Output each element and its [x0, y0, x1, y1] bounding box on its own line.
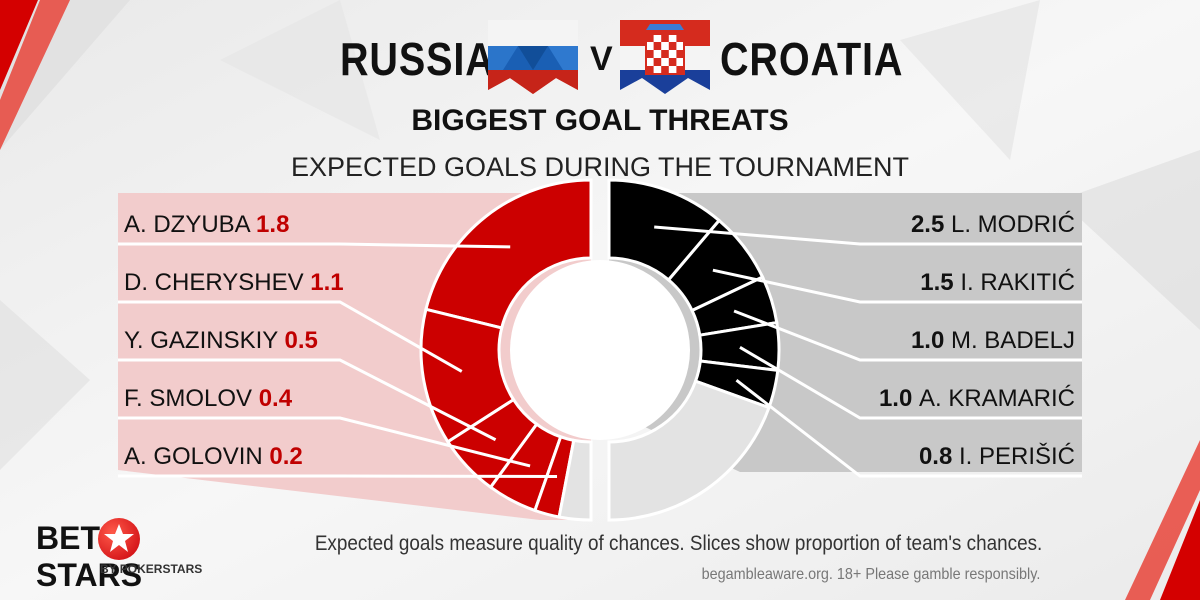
player-xg-value: 0.2	[269, 443, 302, 470]
donut-hole	[510, 260, 690, 440]
player-xg-value: 0.5	[285, 327, 318, 354]
gamble-aware-disclaimer: begambleaware.org. 18+ Please gamble res…	[701, 566, 1040, 583]
player-name: F. SMOLOV	[124, 385, 259, 412]
russia-leader-line	[118, 474, 558, 479]
player-name: Y. GAZINSKIY	[124, 327, 285, 354]
croatia-leader-line	[739, 345, 1082, 420]
russia-remainder-slice	[557, 438, 593, 522]
player-xg-value: 0.8	[919, 443, 959, 470]
player-name: I. RAKITIĆ	[960, 269, 1075, 296]
russia-player-label: Y. GAZINSKIY 0.5	[124, 327, 318, 354]
corner-stripe-bottom-right	[1160, 500, 1200, 600]
logo-subtitle: BY POKERSTARS	[100, 562, 203, 576]
russia-leader-line	[118, 416, 531, 468]
team-name-croatia: CROATIA	[720, 33, 904, 85]
player-name: M. BADELJ	[951, 327, 1075, 354]
russia-player-label: D. CHERYSHEV 1.1	[124, 269, 344, 296]
team-name-russia: RUSSIA	[340, 33, 495, 85]
player-name: D. CHERYSHEV	[124, 269, 310, 296]
player-xg-value: 1.0	[911, 327, 951, 354]
russia-leader-line	[118, 358, 497, 442]
croatia-leader-line	[654, 225, 1082, 246]
corner-stripe-top-left	[0, 0, 38, 90]
croatia-player-label: 1.5 I. RAKITIĆ	[920, 269, 1075, 296]
russia-slice	[424, 178, 593, 330]
chart-title: BIGGEST GOAL THREATS	[411, 104, 789, 137]
player-name: A. GOLOVIN	[124, 443, 269, 470]
croatia-player-label: 1.0 A. KRAMARIĆ	[879, 385, 1075, 412]
croatia-leader-line	[733, 309, 1082, 362]
croatia-player-label: 0.8 I. PERIŠIĆ	[919, 442, 1075, 470]
russia-player-label: A. GOLOVIN 0.2	[124, 443, 303, 470]
match-header: RUSSIA V CROATIA	[0, 18, 1200, 98]
russia-player-label: F. SMOLOV 0.4	[124, 385, 293, 412]
player-name: A. KRAMARIĆ	[919, 385, 1075, 412]
chart-footnote: Expected goals measure quality of chance…	[314, 532, 1042, 555]
croatia-player-label: 1.0 M. BADELJ	[911, 327, 1075, 354]
player-xg-value: 1.1	[310, 269, 343, 296]
player-xg-value: 1.5	[920, 269, 960, 296]
russia-leader-line	[118, 242, 511, 249]
betstars-logo[interactable]: BETSTARS BY POKERSTARS	[36, 518, 236, 593]
croatia-remainder-slice	[607, 379, 771, 522]
chart-subtitle: EXPECTED GOALS DURING THE TOURNAMENT	[290, 152, 910, 182]
player-xg-value: 2.5	[911, 211, 951, 238]
versus-label: V	[590, 40, 613, 78]
player-name: A. DZYUBA	[124, 211, 256, 238]
star-logo-icon	[98, 518, 140, 560]
russia-flag-icon	[488, 20, 578, 94]
russia-leader-line	[118, 300, 463, 373]
logo-text: BETSTARS	[36, 520, 143, 593]
croatia-flag-icon	[620, 20, 710, 94]
croatia-player-label: 2.5 L. MODRIĆ	[911, 211, 1075, 238]
player-name: I. PERIŠIĆ	[959, 442, 1075, 470]
russia-player-label: A. DZYUBA 1.8	[124, 211, 289, 238]
player-xg-value: 1.8	[256, 211, 289, 238]
player-name: L. MODRIĆ	[951, 211, 1075, 238]
croatia-leader-line	[735, 379, 1082, 478]
croatia-leader-line	[712, 268, 1082, 304]
player-xg-value: 1.0	[879, 385, 919, 412]
player-xg-value: 0.4	[259, 385, 293, 412]
